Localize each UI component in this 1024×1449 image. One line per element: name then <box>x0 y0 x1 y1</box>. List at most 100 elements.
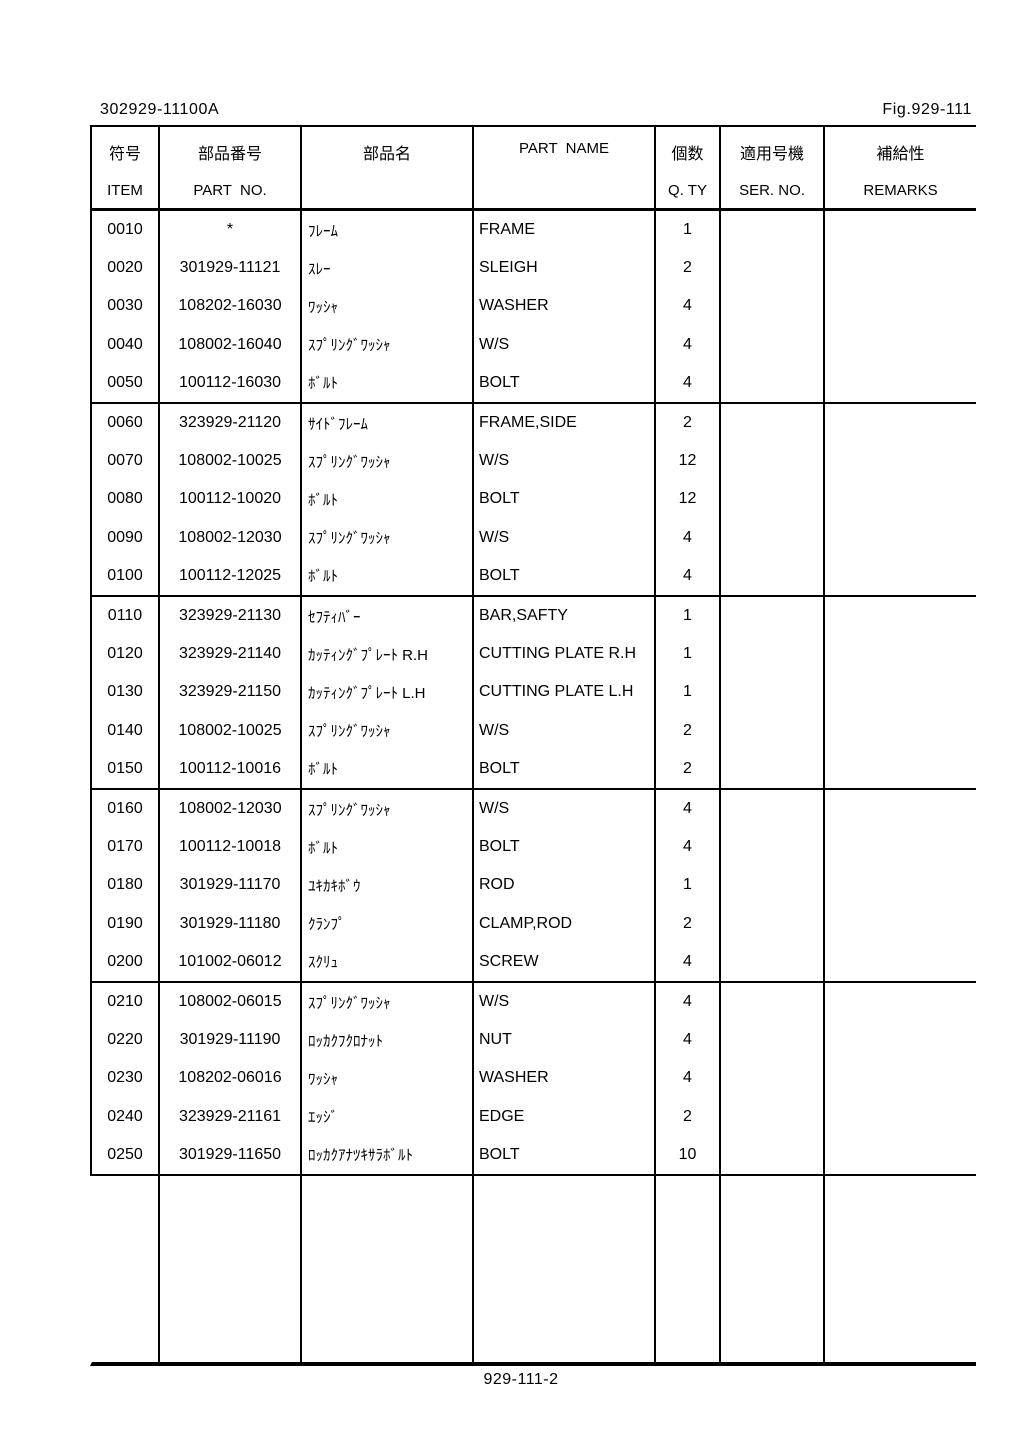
header-part-no-en: PART NO. <box>193 182 267 199</box>
part-name-cell: W/S <box>474 442 656 481</box>
part-no-cell: 323929-21150 <box>160 673 302 712</box>
qty-cell: 2 <box>656 249 721 288</box>
ser-no-cell <box>721 828 825 867</box>
name-jp-cell: ｽﾌﾟﾘﾝｸﾞﾜｯｼｬ <box>302 711 474 750</box>
remarks-cell <box>825 364 976 402</box>
name-jp-cell: ｻｲﾄﾞﾌﾚｰﾑ <box>302 404 474 443</box>
name-jp-cell: ｾﾌﾃｨﾊﾞｰ <box>302 597 474 636</box>
item-cell: 0200 <box>92 942 160 981</box>
item-cell: 0020 <box>92 249 160 288</box>
name-jp-cell: ﾜｯｼｬ <box>302 1059 474 1098</box>
part-no-cell: 100112-12025 <box>160 556 302 595</box>
qty-cell: 4 <box>656 942 721 981</box>
item-cell: 0240 <box>92 1097 160 1136</box>
qty-cell: 4 <box>656 1059 721 1098</box>
item-cell: 0070 <box>92 442 160 481</box>
item-cell: 0250 <box>92 1135 160 1174</box>
remarks-cell <box>825 828 976 866</box>
empty-cell <box>160 1176 302 1362</box>
remarks-cell <box>825 597 976 635</box>
name-jp-cell: ﾎﾞﾙﾄ <box>302 363 474 402</box>
ser-no-cell <box>721 1059 825 1098</box>
qty-cell: 1 <box>656 673 721 712</box>
ser-no-cell <box>721 749 825 788</box>
name-jp-cell: ﾎﾞﾙﾄ <box>302 749 474 788</box>
remarks-cell <box>825 1136 976 1174</box>
qty-cell: 4 <box>656 287 721 326</box>
remarks-cell <box>825 404 976 442</box>
part-name-cell: SLEIGH <box>474 249 656 288</box>
table-row: 0200 101002-06012 ｽｸﾘｭ SCREW 4 <box>92 942 976 981</box>
remarks-cell <box>825 211 976 249</box>
empty-cell <box>825 1176 976 1362</box>
table-row: 0120 323929-21140 ｶｯﾃｨﾝｸﾞﾌﾟﾚｰﾄ R.H CUTTING … <box>92 635 976 674</box>
item-cell: 0170 <box>92 828 160 867</box>
table-row: 0060 323929-21120 ｻｲﾄﾞﾌﾚｰﾑ FRAME,SIDE 2 <box>92 404 976 443</box>
qty-cell: 4 <box>656 1021 721 1060</box>
table-header: 符号 ITEM 部品番号 PART NO. 部品名 PART NAME 個数 Q… <box>90 127 976 211</box>
remarks-cell <box>825 905 976 943</box>
part-no-cell: 100112-16030 <box>160 363 302 402</box>
ser-no-cell <box>721 597 825 636</box>
part-name-cell: WASHER <box>474 1059 656 1098</box>
item-cell: 0230 <box>92 1059 160 1098</box>
part-name-cell: BOLT <box>474 480 656 519</box>
remarks-cell <box>825 519 976 557</box>
table-row: 0170 100112-10018 ﾎﾞﾙﾄ BOLT 4 <box>92 828 976 867</box>
header-part-no: 部品番号 PART NO. <box>160 127 302 208</box>
header-item-jp: 符号 <box>108 146 141 163</box>
item-cell: 0010 <box>92 211 160 250</box>
item-cell: 0130 <box>92 673 160 712</box>
table-row: 0210 108002-06015 ｽﾌﾟﾘﾝｸﾞﾜｯｼｬ W/S 4 <box>92 983 976 1022</box>
header-qty-en: Q. TY <box>668 182 707 199</box>
remarks-cell <box>825 442 976 480</box>
qty-cell: 4 <box>656 325 721 364</box>
part-name-cell: CUTTING PLATE L.H <box>474 673 656 712</box>
qty-cell: 1 <box>656 866 721 905</box>
name-jp-cell: ﾎﾞﾙﾄ <box>302 556 474 595</box>
name-jp-cell: ｽﾌﾟﾘﾝｸﾞﾜｯｼｬ <box>302 518 474 557</box>
header-remarks: 補給性 REMARKS <box>825 127 976 208</box>
qty-cell: 4 <box>656 983 721 1022</box>
table-row: 0140 108002-10025 ｽﾌﾟﾘﾝｸﾞﾜｯｼｬ W/S 2 <box>92 711 976 750</box>
remarks-cell <box>825 1098 976 1136</box>
part-name-cell: BOLT <box>474 556 656 595</box>
empty-cell <box>302 1176 474 1362</box>
ser-no-cell <box>721 518 825 557</box>
table-row: 0050 100112-16030 ﾎﾞﾙﾄ BOLT 4 <box>92 363 976 402</box>
remarks-cell <box>825 673 976 711</box>
name-jp-cell: ﾜｯｼｬ <box>302 287 474 326</box>
remarks-cell <box>825 480 976 518</box>
part-no-cell: 323929-21130 <box>160 597 302 636</box>
name-jp-cell: ﾎﾞﾙﾄ <box>302 480 474 519</box>
table-row: 0180 301929-11170 ﾕｷｶｷﾎﾞｳ ROD 1 <box>92 866 976 905</box>
ser-no-cell <box>721 211 825 250</box>
qty-cell: 4 <box>656 790 721 829</box>
item-cell: 0120 <box>92 635 160 674</box>
name-jp-cell: ｽﾌﾟﾘﾝｸﾞﾜｯｼｬ <box>302 790 474 829</box>
remarks-cell <box>825 866 976 904</box>
header-item-en: ITEM <box>107 182 143 199</box>
figure-number: Fig.929-111 <box>882 101 972 118</box>
ser-no-cell <box>721 1097 825 1136</box>
row-group: 0210 108002-06015 ｽﾌﾟﾘﾝｸﾞﾜｯｼｬ W/S 4 0220 30192… <box>90 983 976 1176</box>
part-no-cell: 108002-12030 <box>160 518 302 557</box>
qty-cell: 10 <box>656 1135 721 1174</box>
qty-cell: 4 <box>656 556 721 595</box>
part-no-cell: 100112-10020 <box>160 480 302 519</box>
part-name-cell: WASHER <box>474 287 656 326</box>
item-cell: 0210 <box>92 983 160 1022</box>
header-ser-no: 適用号機 SER. NO. <box>721 127 825 208</box>
row-group: 0060 323929-21120 ｻｲﾄﾞﾌﾚｰﾑ FRAME,SIDE 2 0070 1… <box>90 404 976 597</box>
ser-no-cell <box>721 711 825 750</box>
item-cell: 0040 <box>92 325 160 364</box>
part-no-cell: * <box>160 211 302 250</box>
part-name-cell: CLAMP,ROD <box>474 904 656 943</box>
qty-cell: 2 <box>656 749 721 788</box>
item-cell: 0140 <box>92 711 160 750</box>
part-no-cell: 301929-11650 <box>160 1135 302 1174</box>
document-number: 302929-11100A <box>100 101 220 118</box>
header-item: 符号 ITEM <box>92 127 160 208</box>
page-number: 929-111-2 <box>483 1371 559 1388</box>
empty-cell <box>92 1176 160 1362</box>
